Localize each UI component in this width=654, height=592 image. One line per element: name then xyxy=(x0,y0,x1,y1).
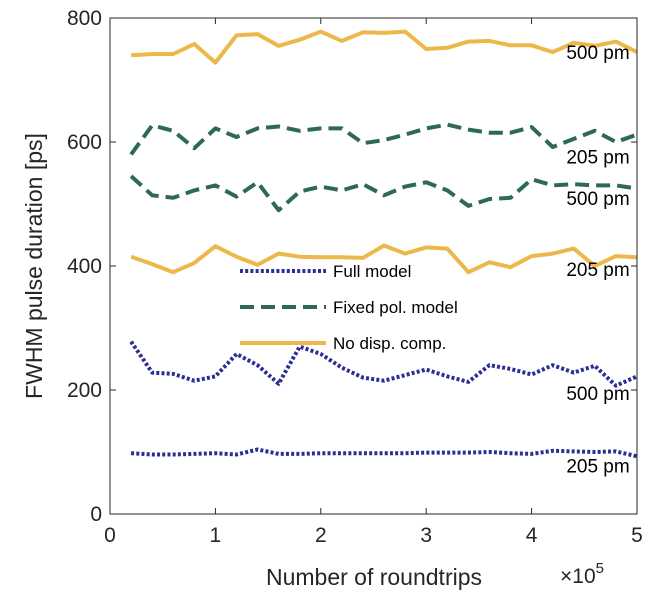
curve-annotation: 500 pm xyxy=(566,43,629,64)
y-tick-label: 0 xyxy=(90,503,102,526)
tick-labels: 0 1 2 3 4 5 0 200 400 600 800 xyxy=(67,7,643,547)
y-tick-label: 600 xyxy=(67,131,102,154)
series-layer xyxy=(129,29,638,459)
x-tick-label: 1 xyxy=(210,524,222,547)
x-tick-label: 3 xyxy=(420,524,432,547)
annotation-layer: 500 pm 205 pm 500 pm 205 pm 500 pm 205 pm xyxy=(566,43,629,478)
legend-label: Full model xyxy=(333,262,411,281)
y-tick-label: 800 xyxy=(67,7,102,30)
x-tick-label: 0 xyxy=(104,524,116,547)
curve-annotation: 205 pm xyxy=(566,147,629,168)
series-line-2 xyxy=(129,122,638,156)
x-tick-label: 4 xyxy=(526,524,538,547)
curve-annotation: 205 pm xyxy=(566,457,629,478)
y-axis-title: FWHM pulse duration [ps] xyxy=(21,133,47,399)
x-multiplier-base: ×10 xyxy=(560,565,596,588)
y-tick-label: 200 xyxy=(67,379,102,402)
x-multiplier-exponent: 5 xyxy=(596,560,604,577)
x-multiplier: ×105 xyxy=(560,560,604,588)
curve-annotation: 500 pm xyxy=(566,189,629,210)
x-tick-label: 5 xyxy=(631,524,643,547)
x-axis-title: Number of roundtrips xyxy=(266,564,482,590)
curve-annotation: 205 pm xyxy=(566,260,629,281)
legend-label: No disp. comp. xyxy=(333,334,446,353)
series-line-0 xyxy=(130,447,638,459)
series-line-5 xyxy=(130,29,638,65)
y-tick-label: 400 xyxy=(67,255,102,278)
legend-label: Fixed pol. model xyxy=(333,298,458,317)
legend: Full model Fixed pol. model No disp. comp. xyxy=(240,262,458,353)
series-line-4 xyxy=(130,243,638,275)
curve-annotation: 500 pm xyxy=(566,384,629,405)
series-line-1 xyxy=(129,340,638,388)
x-tick-label: 2 xyxy=(315,524,327,547)
series-line-3 xyxy=(129,174,638,213)
